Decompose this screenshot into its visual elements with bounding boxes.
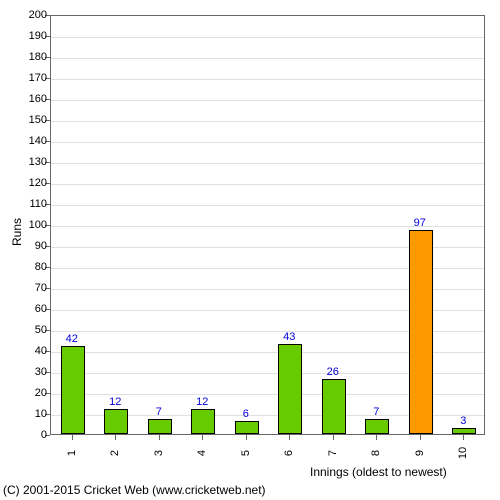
bar-value-label: 26 (327, 366, 339, 378)
x-tick (376, 435, 377, 440)
x-tick (333, 435, 334, 440)
y-tick-label: 170 (17, 72, 47, 84)
x-tick (202, 435, 203, 440)
x-tick-label: 7 (327, 443, 339, 463)
bar-value-label: 7 (373, 406, 379, 418)
x-tick-label: 8 (370, 443, 382, 463)
bar-value-label: 42 (66, 333, 78, 345)
x-tick-label: 1 (66, 443, 78, 463)
y-tick-label: 120 (17, 177, 47, 189)
bar (104, 409, 128, 434)
bar (191, 409, 215, 434)
x-tick (463, 435, 464, 440)
bar (61, 346, 85, 434)
x-tick-label: 10 (457, 443, 469, 463)
grid-line (51, 58, 484, 59)
y-tick-label: 10 (17, 408, 47, 420)
y-tick-label: 20 (17, 387, 47, 399)
x-tick-label: 2 (109, 443, 121, 463)
y-tick-label: 70 (17, 282, 47, 294)
y-tick-label: 130 (17, 156, 47, 168)
grid-line (51, 121, 484, 122)
bar (235, 421, 259, 434)
bar-value-label: 43 (283, 331, 295, 343)
x-tick (420, 435, 421, 440)
x-tick (115, 435, 116, 440)
y-tick-label: 150 (17, 114, 47, 126)
y-tick-label: 80 (17, 261, 47, 273)
bar-value-label: 6 (243, 408, 249, 420)
x-axis-title: Innings (oldest to newest) (310, 465, 447, 479)
x-tick (289, 435, 290, 440)
x-tick (159, 435, 160, 440)
bar (452, 428, 476, 434)
grid-line (51, 163, 484, 164)
grid-line (51, 205, 484, 206)
bar (322, 379, 346, 434)
x-tick (72, 435, 73, 440)
x-tick-label: 3 (153, 443, 165, 463)
grid-line (51, 79, 484, 80)
bar (409, 230, 433, 434)
y-axis-title: Runs (10, 218, 24, 246)
bar-value-label: 12 (109, 396, 121, 408)
x-tick-label: 4 (196, 443, 208, 463)
y-tick-label: 180 (17, 51, 47, 63)
bar-value-label: 12 (196, 396, 208, 408)
y-tick-label: 110 (17, 198, 47, 210)
bar (278, 344, 302, 434)
bar-value-label: 7 (156, 406, 162, 418)
y-tick-label: 140 (17, 135, 47, 147)
bar (365, 419, 389, 434)
x-tick-label: 6 (283, 443, 295, 463)
grid-line (51, 100, 484, 101)
y-tick-label: 50 (17, 324, 47, 336)
y-tick-label: 190 (17, 30, 47, 42)
y-tick-label: 40 (17, 345, 47, 357)
y-tick-label: 30 (17, 366, 47, 378)
y-tick-label: 160 (17, 93, 47, 105)
bar (148, 419, 172, 434)
y-tick-label: 60 (17, 303, 47, 315)
y-tick-label: 0 (17, 429, 47, 441)
grid-line (51, 142, 484, 143)
x-tick-label: 9 (414, 443, 426, 463)
copyright-text: (C) 2001-2015 Cricket Web (www.cricketwe… (3, 483, 266, 497)
x-tick-label: 5 (240, 443, 252, 463)
x-tick (246, 435, 247, 440)
y-tick-label: 200 (17, 9, 47, 21)
bar-value-label: 3 (460, 415, 466, 427)
grid-line (51, 37, 484, 38)
grid-line (51, 184, 484, 185)
bar-value-label: 97 (414, 217, 426, 229)
